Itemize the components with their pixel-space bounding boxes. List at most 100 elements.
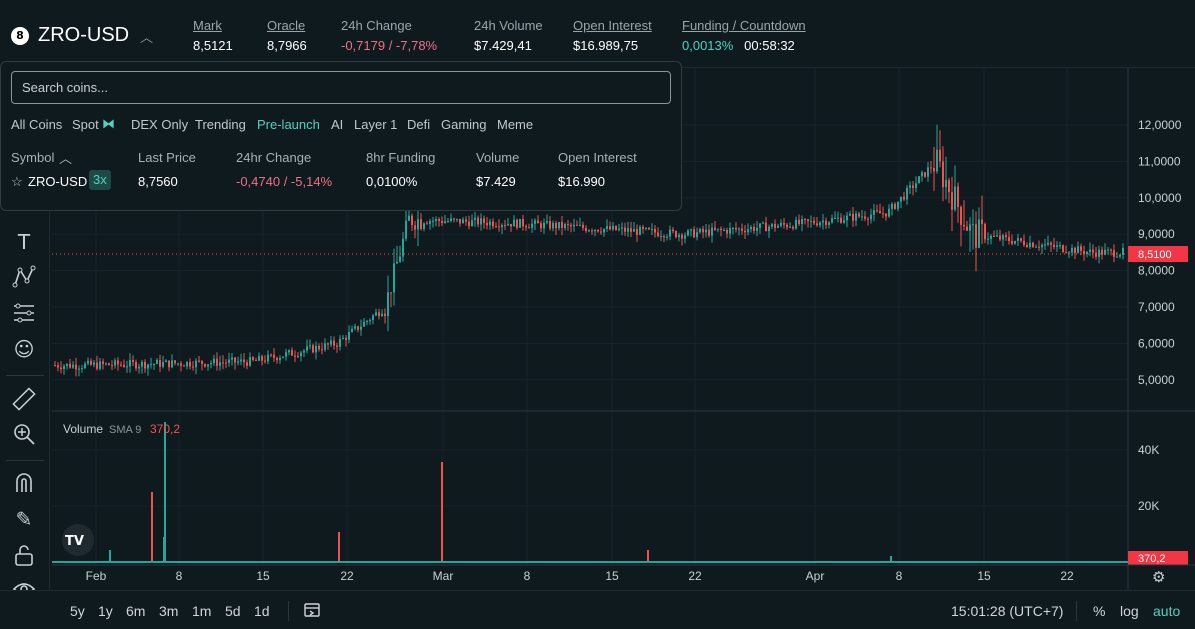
candle-body [237,361,239,363]
clock-display[interactable]: 15:01:28 (UTC+7) [951,603,1064,619]
mark-label[interactable]: Mark [193,18,222,33]
lock-icon[interactable] [10,541,38,569]
column-24hr-change[interactable]: 24hr Change [236,150,312,165]
timeframe-5d[interactable]: 5d [225,603,241,619]
timeframe-5y[interactable]: 5y [70,603,85,619]
change-label: 24h Change [341,18,412,33]
candle-body [156,360,158,365]
candle-body [804,219,806,221]
volume-bars [109,422,892,562]
text-icon[interactable]: T [17,230,31,254]
pattern-icon[interactable] [10,263,38,291]
candle-body [348,331,350,340]
time-tick-label: Mar [433,569,454,583]
candle-body [648,227,650,230]
column-symbol[interactable]: Symbol [11,150,55,165]
symbol-selector[interactable]: ZRO-USD [38,24,130,46]
category-defi[interactable]: Defi [407,117,431,132]
time-tick-label: 8 [524,569,531,583]
settings-lines-icon[interactable] [10,299,38,327]
category-pre-launch[interactable]: Pre-launch [257,117,320,132]
category-layer-1[interactable]: Layer 1 [354,117,398,132]
chevron-up-icon[interactable]: ︿ [140,30,154,45]
lock-pencil-icon[interactable]: ✎ [15,507,33,531]
search-input[interactable] [11,71,671,104]
date-range-icon[interactable] [303,601,321,622]
candle-body [330,340,332,345]
column-volume[interactable]: Volume [476,150,520,165]
candle-body [1116,256,1118,258]
auto-toggle[interactable]: auto [1153,603,1181,619]
leverage-badge: 3x [89,170,111,190]
volume-label: 24h Volume [474,18,543,33]
candle-body [690,229,692,231]
magnet-icon[interactable] [10,469,38,497]
column-open-interest[interactable]: Open Interest [558,150,637,165]
candle-body [558,221,560,229]
candle-body [813,220,815,224]
timeframe-1d[interactable]: 1d [254,603,270,619]
timeframe-1y[interactable]: 1y [98,603,113,619]
log-toggle[interactable]: log [1120,603,1139,619]
candle-body [786,224,788,228]
timeframe-1m[interactable]: 1m [192,603,212,619]
star-icon[interactable]: ☆ [11,174,23,189]
category-ai[interactable]: AI [331,117,344,132]
candle-body [834,217,836,219]
candle-body [78,368,80,370]
category-dex-only[interactable]: DEX Only [131,117,189,132]
percent-toggle[interactable]: % [1093,603,1106,619]
candle-body [750,226,752,230]
candle-body [189,361,191,367]
candle-body [564,224,566,228]
candle-body [192,366,194,368]
candle-body [576,224,578,226]
open-interest-label[interactable]: Open Interest [573,18,652,33]
candle-body [1035,246,1037,248]
candle-body [1005,235,1007,237]
candle-body [714,227,716,230]
candle-body [150,364,152,366]
candle-body [519,219,521,228]
funding-label[interactable]: Funding / Countdown [682,18,806,33]
candle-body [363,321,365,327]
category-spot[interactable]: Spot [72,117,99,132]
oracle-label[interactable]: Oracle [267,18,306,33]
category-gaming[interactable]: Gaming [441,117,487,132]
timeframe-6m[interactable]: 6m [126,603,146,619]
column-8hr-funding[interactable]: 8hr Funding [366,150,436,165]
candle-body [60,367,62,370]
candle-body [858,213,860,217]
zoom-in-icon[interactable] [10,420,38,448]
candle-body [315,345,317,353]
candle-body [318,345,320,350]
candle-body [837,217,839,219]
row-funding: 0,0100% [366,174,418,189]
candle-body [111,365,113,367]
category-trending[interactable]: Trending [195,117,246,132]
candle-body [261,356,263,361]
candle-body [285,352,287,357]
candle-body [792,226,794,229]
candle-body [66,363,68,367]
row-open-interest: $16.990 [558,174,605,189]
candle-body [1056,245,1058,247]
column-last-price[interactable]: Last Price [138,150,196,165]
emoji-icon[interactable]: ☺ [13,337,35,361]
candle-body [591,230,593,232]
candle-body [963,224,965,227]
category-meme[interactable]: Meme [497,117,534,132]
chart-settings-gear-icon: ⚙ [1152,568,1165,586]
candle-body [492,221,494,227]
candle-body [822,220,824,223]
ruler-icon[interactable] [10,385,38,413]
candle-body [543,222,545,229]
candle-body [900,196,902,202]
timeframe-3m[interactable]: 3m [159,603,179,619]
open-interest-value: $16.989,75 [573,38,639,53]
time-tick-label: Apr [806,569,825,583]
candle-body [603,228,605,233]
sort-up-icon[interactable]: ︿ [59,151,73,166]
candle-body [354,326,356,329]
category-all-coins[interactable]: All Coins [11,117,63,132]
